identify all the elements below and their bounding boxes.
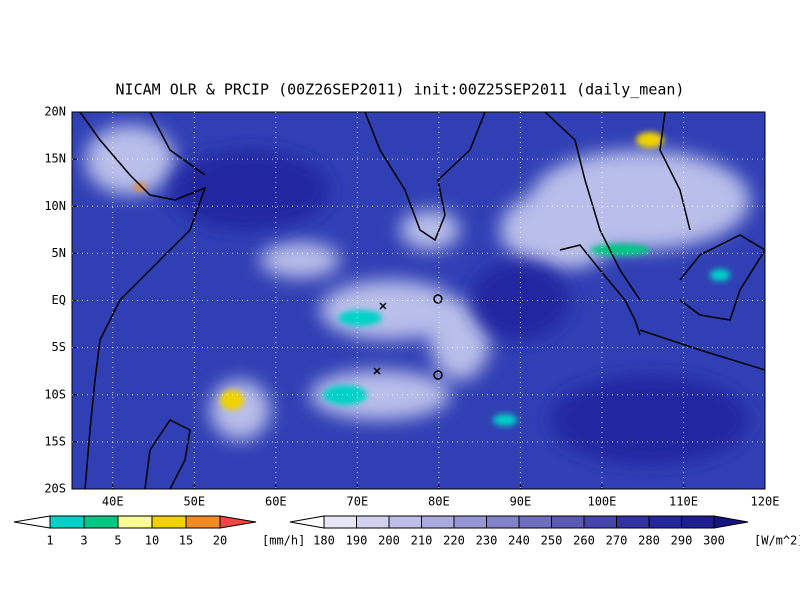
legend-swatch [551,515,585,529]
legend-label: 5 [114,534,121,548]
lat-label: 10N [44,199,66,213]
legend-swatch [616,515,650,529]
lat-label: 5N [52,246,66,260]
lon-label: 110E [669,495,698,509]
legend-arrow [13,515,51,529]
lat-label: EQ [52,293,66,307]
lat-label: 15S [44,434,66,448]
lat-label: 15N [44,152,66,166]
lat-label: 20N [44,105,66,119]
legend-swatch [388,515,422,529]
legend-swatch [518,515,552,529]
legend-label: 190 [346,534,368,548]
map-title: NICAM OLR & PRCIP (00Z26SEP2011) init:00… [116,81,685,99]
legend-label: 260 [573,534,595,548]
legend-label: 240 [508,534,530,548]
legend-label: 20 [213,534,227,548]
legend-swatch [83,515,119,529]
legend-label: 300 [703,534,725,548]
legend-label: 250 [541,534,563,548]
legend-swatch [117,515,153,529]
lon-label: 40E [102,495,124,509]
legend-unit: [W/m^2] [754,534,800,548]
lat-label: 5S [52,340,66,354]
lon-label: 100E [587,495,616,509]
legend-swatch [648,515,682,529]
lon-label: 70E [347,495,369,509]
legend-swatch [486,515,520,529]
legend-label: 290 [671,534,693,548]
legend-unit: [mm/h] [262,534,305,548]
legend-arrow [713,515,749,529]
lat-label: 20S [44,482,66,496]
legend-label: 10 [145,534,159,548]
legend-swatch [681,515,715,529]
legend-swatch [185,515,221,529]
legend-arrow [219,515,257,529]
legend-swatch [583,515,617,529]
legend-arrow [289,515,325,529]
lon-label: 120E [751,495,780,509]
map-field [72,112,765,489]
legend-label: 220 [443,534,465,548]
lon-label: 80E [428,495,450,509]
legend-label: 1 [46,534,53,548]
legend-swatch [49,515,85,529]
legend-swatch [453,515,487,529]
legend-swatch [323,515,357,529]
legend-label: 180 [313,534,335,548]
lon-label: 90E [510,495,532,509]
legend-label: 3 [80,534,87,548]
lon-label: 50E [183,495,205,509]
lon-label: 60E [265,495,287,509]
legend-label: 230 [476,534,498,548]
legend-label: 200 [378,534,400,548]
legend-swatch [356,515,390,529]
legend-label: 210 [411,534,433,548]
legend-swatch [151,515,187,529]
legend-swatch [421,515,455,529]
legend-label: 270 [606,534,628,548]
legend-label: 280 [638,534,660,548]
lat-label: 10S [44,387,66,401]
legend-label: 15 [179,534,193,548]
